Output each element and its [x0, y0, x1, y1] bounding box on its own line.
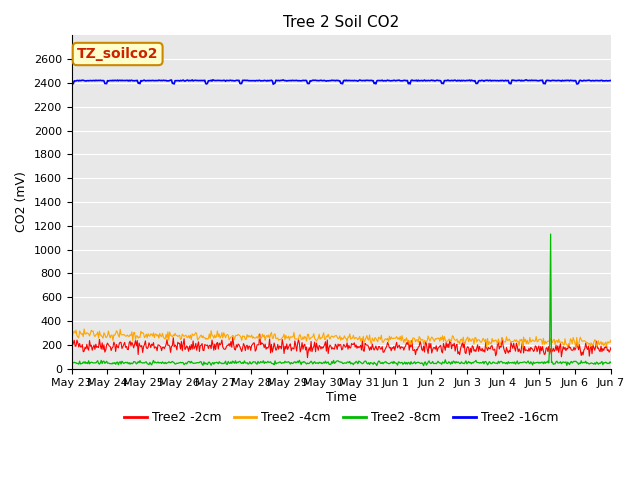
Tree2 -8cm [420, 363, 428, 369]
Tree2 -8cm [547, 231, 554, 237]
X-axis label: Time: Time [326, 391, 356, 404]
Tree2 -8cm [475, 360, 483, 365]
Tree2 -2cm [163, 337, 171, 343]
Tree2 -2cm [314, 344, 321, 350]
Tree2 -2cm [68, 341, 76, 347]
Tree2 -8cm [163, 360, 171, 366]
Tree2 -8cm [607, 360, 615, 366]
Title: Tree 2 Soil CO2: Tree 2 Soil CO2 [283, 15, 399, 30]
Line: Tree2 -2cm: Tree2 -2cm [72, 334, 611, 358]
Tree2 -16cm [387, 78, 395, 84]
Tree2 -8cm [206, 360, 214, 366]
Tree2 -2cm [387, 348, 395, 354]
Tree2 -2cm [303, 355, 311, 360]
Tree2 -2cm [429, 345, 437, 350]
Tree2 -4cm [312, 338, 320, 344]
Tree2 -4cm [387, 336, 394, 342]
Line: Tree2 -8cm: Tree2 -8cm [72, 234, 611, 366]
Text: TZ_soilco2: TZ_soilco2 [77, 47, 159, 61]
Y-axis label: CO2 (mV): CO2 (mV) [15, 171, 28, 232]
Tree2 -16cm [206, 78, 214, 84]
Line: Tree2 -16cm: Tree2 -16cm [72, 80, 611, 84]
Tree2 -8cm [429, 359, 436, 364]
Tree2 -16cm [269, 82, 277, 87]
Tree2 -16cm [314, 78, 321, 84]
Tree2 -4cm [68, 329, 76, 335]
Tree2 -8cm [68, 360, 76, 366]
Tree2 -4cm [572, 345, 580, 350]
Tree2 -4cm [164, 329, 172, 335]
Tree2 -16cm [429, 77, 437, 83]
Tree2 -4cm [429, 335, 436, 341]
Tree2 -2cm [607, 345, 615, 350]
Line: Tree2 -4cm: Tree2 -4cm [72, 329, 611, 348]
Tree2 -4cm [607, 337, 615, 343]
Tree2 -2cm [476, 344, 483, 349]
Legend: Tree2 -2cm, Tree2 -4cm, Tree2 -8cm, Tree2 -16cm: Tree2 -2cm, Tree2 -4cm, Tree2 -8cm, Tree… [119, 406, 563, 429]
Tree2 -8cm [312, 360, 319, 366]
Tree2 -4cm [207, 328, 215, 334]
Tree2 -2cm [256, 331, 264, 337]
Tree2 -4cm [475, 337, 483, 343]
Tree2 -16cm [209, 77, 217, 83]
Tree2 -8cm [385, 361, 393, 367]
Tree2 -2cm [206, 342, 214, 348]
Tree2 -4cm [80, 326, 88, 332]
Tree2 -16cm [607, 78, 615, 84]
Tree2 -16cm [163, 78, 171, 84]
Tree2 -16cm [68, 80, 76, 86]
Tree2 -16cm [476, 78, 483, 84]
